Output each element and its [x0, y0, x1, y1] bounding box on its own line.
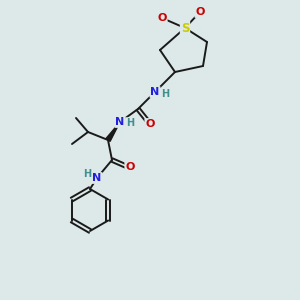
Text: O: O: [145, 119, 155, 129]
Text: S: S: [181, 22, 189, 34]
Text: N: N: [150, 87, 160, 97]
Text: N: N: [92, 173, 102, 183]
Text: O: O: [195, 7, 205, 17]
Text: O: O: [125, 162, 135, 172]
Polygon shape: [106, 122, 120, 141]
Text: H: H: [161, 89, 169, 99]
Text: H: H: [126, 118, 134, 128]
Text: N: N: [116, 117, 124, 127]
Text: O: O: [157, 13, 167, 23]
Text: H: H: [83, 169, 91, 179]
